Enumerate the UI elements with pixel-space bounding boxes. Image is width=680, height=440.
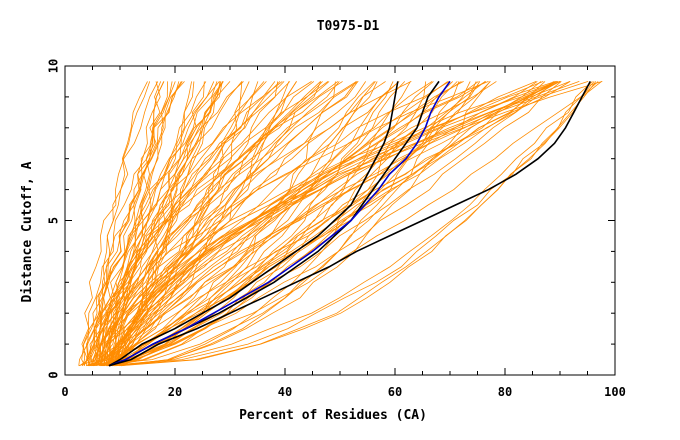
y-axis-label: Distance Cutoff, A <box>20 161 35 302</box>
model-curve <box>108 81 411 367</box>
model-curve <box>99 81 544 366</box>
model-curve <box>113 81 602 367</box>
x-tick-label: 20 <box>168 385 182 399</box>
model-curve <box>99 81 558 366</box>
highlight-curves-group <box>108 80 592 367</box>
model-curve <box>103 81 375 367</box>
x-tick-label: 80 <box>498 385 512 399</box>
x-tick-label: 60 <box>388 385 402 399</box>
y-tick-label: 5 <box>47 217 61 224</box>
model-curve <box>81 81 182 366</box>
highlight-curve-4 <box>108 81 592 367</box>
model-curve <box>112 81 322 366</box>
model-curve <box>107 81 593 367</box>
model-curve <box>112 81 580 366</box>
model-curve <box>85 81 283 366</box>
model-curve <box>94 81 183 366</box>
model-curve <box>89 81 477 367</box>
model-curve <box>113 81 453 367</box>
model-curve <box>98 81 489 366</box>
y-tick-label: 0 <box>47 371 61 378</box>
model-curve <box>91 81 376 367</box>
model-curve <box>87 81 359 366</box>
model-curve <box>89 81 243 366</box>
highlight-curve-3 <box>108 80 451 367</box>
model-curve <box>108 81 265 366</box>
x-axis-ticks: 0 20 40 60 80 100 <box>61 66 626 399</box>
x-axis-label: Percent of Residues (CA) <box>239 408 427 423</box>
model-curve <box>102 81 561 366</box>
model-curve <box>103 81 176 367</box>
model-curve <box>107 81 165 366</box>
model-curve <box>106 81 359 366</box>
model-curve <box>87 81 491 367</box>
model-curve <box>112 81 460 367</box>
model-curve <box>108 81 462 366</box>
x-tick-label: 40 <box>278 385 292 399</box>
highlight-curve-1 <box>108 81 399 367</box>
model-curve <box>120 81 595 367</box>
y-axis-ticks: 0 5 10 <box>47 59 615 379</box>
model-curve <box>102 81 558 367</box>
model-curve <box>92 81 343 366</box>
model-curve <box>111 81 556 367</box>
y-tick-label: 10 <box>47 59 61 73</box>
model-curve <box>100 81 562 367</box>
x-tick-label: 100 <box>604 385 626 399</box>
model-curve <box>86 81 168 366</box>
x-tick-label: 0 <box>61 385 68 399</box>
model-curve <box>102 81 400 367</box>
model-curve <box>103 81 556 366</box>
model-curve <box>103 81 367 366</box>
model-curve <box>115 81 603 366</box>
model-curve <box>100 81 546 367</box>
chart-title: T0975-D1 <box>317 19 380 34</box>
model-curve <box>107 81 285 366</box>
model-curve <box>104 81 297 367</box>
model-curves-group <box>78 81 603 367</box>
model-curve <box>108 81 537 366</box>
model-curve <box>115 81 406 367</box>
model-curve <box>96 81 321 366</box>
model-curve <box>117 81 448 366</box>
model-curve <box>93 81 315 366</box>
model-curve <box>108 81 221 366</box>
model-curve <box>105 81 205 366</box>
model-curve <box>89 81 339 366</box>
model-curve <box>120 81 558 366</box>
model-curve <box>102 81 571 367</box>
model-curve <box>112 81 599 367</box>
model-curve <box>102 81 357 366</box>
